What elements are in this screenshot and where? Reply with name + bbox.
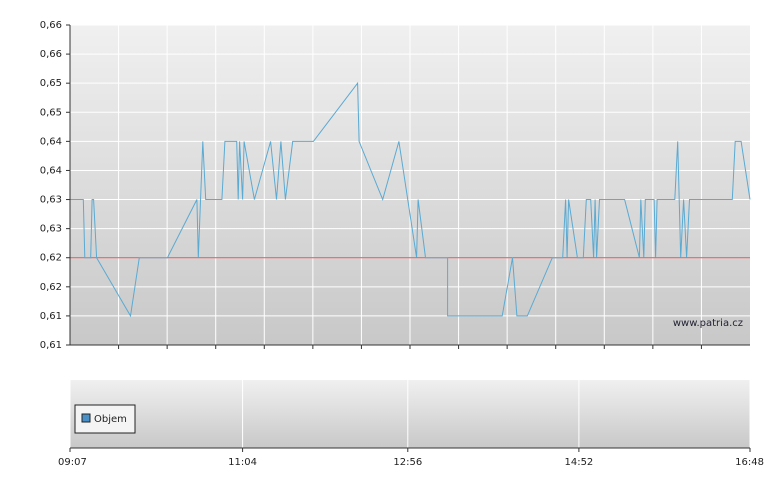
legend-label: Objem	[94, 414, 127, 425]
y-tick-label: 0,65	[40, 107, 62, 118]
x-tick-label: 12:56	[393, 457, 422, 468]
x-tick-label: 09:07	[58, 457, 87, 468]
y-tick-label: 0,65	[40, 78, 62, 89]
y-tick-label: 0,66	[40, 49, 62, 60]
y-tick-label: 0,64	[40, 136, 62, 147]
legend-swatch	[81, 413, 91, 423]
x-tick-label: 11:04	[228, 457, 257, 468]
y-tick-label: 0,62	[40, 282, 62, 293]
volume-plot-area	[70, 380, 750, 448]
y-tick-label: 0,63	[40, 224, 62, 235]
y-tick-label: 0,62	[40, 253, 62, 264]
watermark: www.patria.cz	[673, 318, 743, 329]
y-tick-label: 0,64	[40, 165, 62, 176]
y-tick-label: 0,61	[40, 340, 62, 351]
y-tick-label: 0,61	[40, 311, 62, 322]
y-tick-label: 0,63	[40, 195, 62, 206]
x-tick-label: 16:48	[735, 457, 764, 468]
y-tick-label: 0,66	[40, 20, 62, 31]
x-tick-label: 14:52	[564, 457, 593, 468]
price-line	[70, 81, 751, 318]
